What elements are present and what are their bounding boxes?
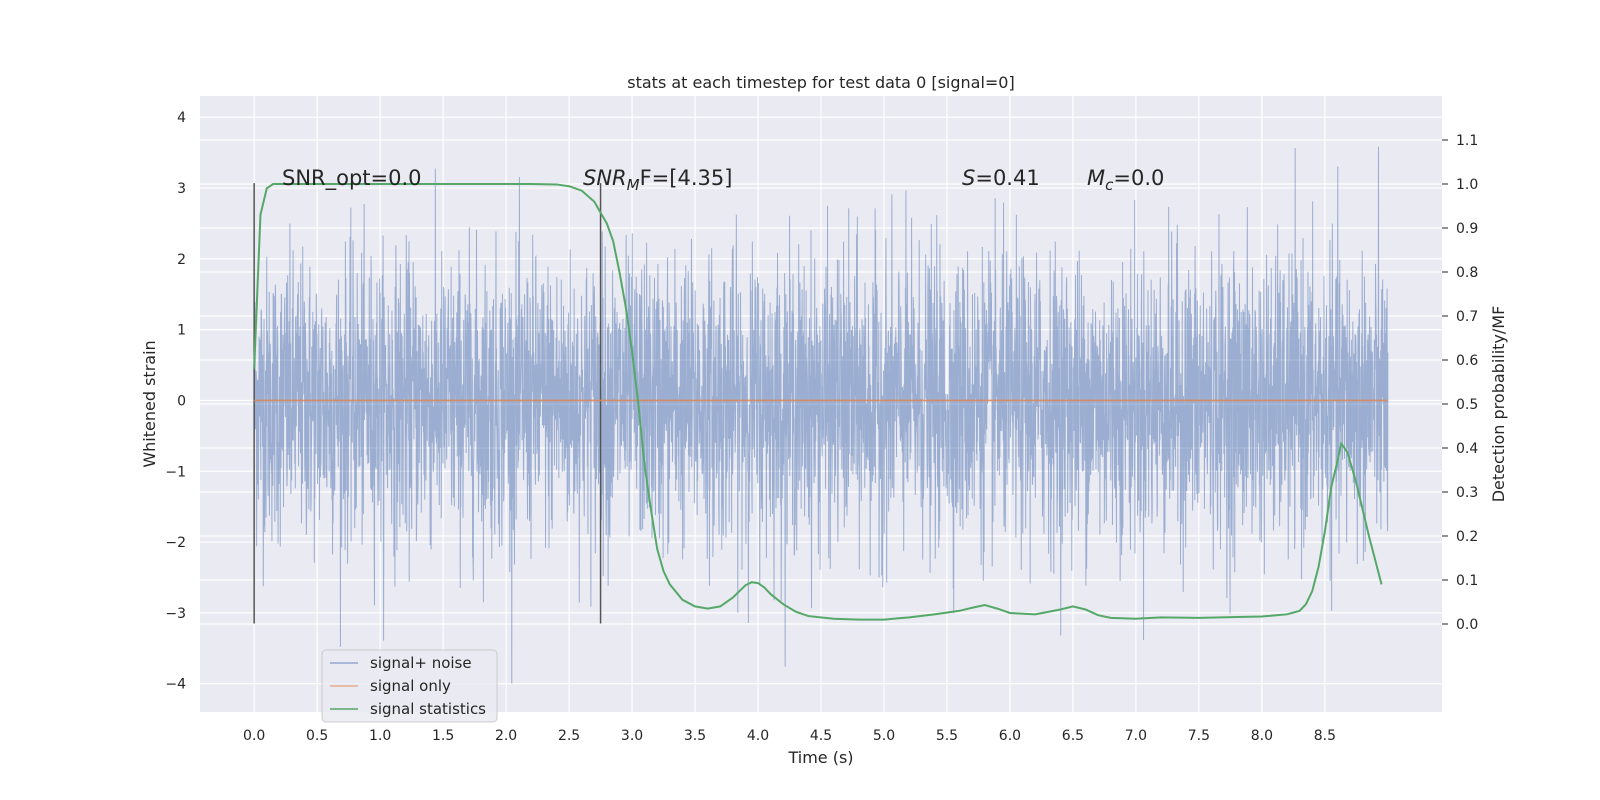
y-tick-label: 1 (177, 323, 186, 339)
y2-tick-label: 0.4 (1456, 441, 1478, 457)
y-tick-label: −1 (165, 464, 186, 480)
y-tick-label: −2 (165, 535, 186, 551)
annotation-mc: Mc=0.0 (1087, 166, 1164, 194)
legend-label-stats: signal statistics (370, 700, 486, 718)
annotation-snr-mf-tail: F=[4.35] (640, 166, 733, 190)
x-tick-label: 6.0 (999, 728, 1021, 744)
marker-lines (253, 183, 602, 624)
y-tick-label: 0 (177, 393, 186, 409)
x-tick-label: 7.5 (1188, 728, 1210, 744)
y2-axis-label: Detection probability/MF (1489, 306, 1508, 503)
y2-tick-label: 0.6 (1456, 353, 1478, 369)
y2-tick-label: 0.5 (1456, 397, 1478, 413)
x-tick-label: 7.0 (1125, 728, 1147, 744)
y2-tick-label: 0.2 (1456, 529, 1478, 545)
y2-tick-label: 0.8 (1456, 265, 1478, 281)
chart-title: stats at each timestep for test data 0 [… (627, 73, 1014, 92)
data-lines (253, 183, 1388, 621)
annotation-snr-opt: SNR_opt=0.0 (282, 166, 422, 191)
x-axis-label: Time (s) (787, 748, 853, 767)
x-tick-label: 0.0 (243, 728, 265, 744)
annotation-mc-sub: c (1105, 176, 1114, 194)
legend-box (321, 649, 498, 723)
y-tick-label: 3 (177, 181, 186, 197)
y2-tick-label: 0.1 (1456, 573, 1478, 589)
signal-noise-line (253, 146, 1389, 684)
y-axis-label: Whitened strain (140, 340, 159, 467)
x-tick-label: 3.0 (621, 728, 643, 744)
x-tick-label: 2.5 (558, 728, 580, 744)
y2-tick-label: 0.3 (1456, 485, 1478, 501)
y2-tick-label: 1.1 (1456, 133, 1478, 149)
x-tick-label: 4.5 (810, 728, 832, 744)
x-tick-label: 2.0 (495, 728, 517, 744)
annotation-mc-tail: =0.0 (1113, 166, 1164, 190)
y-tick-label: 2 (177, 252, 186, 268)
x-tick-label: 6.5 (1062, 728, 1084, 744)
annotation-s-tail: =0.41 (975, 166, 1039, 190)
annotation-snr-mf-main: SNR (583, 166, 627, 190)
x-tick-label: 8.5 (1314, 728, 1336, 744)
x-tick-label: 5.5 (936, 728, 958, 744)
x-tick-label: 4.0 (747, 728, 769, 744)
y2-tick-label: 1.0 (1456, 177, 1478, 193)
legend-label-noise: signal+ noise (370, 654, 472, 672)
x-tick-label: 8.0 (1251, 728, 1273, 744)
legend-label-signal: signal only (370, 677, 451, 695)
x-tick-label: 0.5 (306, 728, 328, 744)
x-tick-label: 1.0 (369, 728, 391, 744)
tick-labels: 0.0 0.5 1.0 1.5 2.0 2.5 3.0 3.5 4.0 4.5 5.0 5.5 6.0 6… (165, 110, 1478, 744)
y2-tick-label: 0.7 (1456, 309, 1478, 325)
x-tick-label: 5.0 (873, 728, 895, 744)
y-tick-label: −3 (165, 606, 186, 622)
annotation-snr-mf-sub: M (627, 176, 640, 194)
signal-noise-series (253, 146, 1389, 684)
annotation-s-main: S (962, 166, 975, 190)
x-tick-label: 3.5 (684, 728, 706, 744)
y-tick-label: −4 (165, 677, 186, 693)
annotation-s: S=0.41 (962, 166, 1040, 190)
y2-tick-label: 0.0 (1456, 617, 1478, 633)
legend: signal+ noise signal only signal statist… (321, 649, 498, 723)
y2-tick-label: 0.9 (1456, 221, 1478, 237)
y-tick-label: 4 (177, 110, 186, 126)
annotation-snr-mf: SNRMF=[4.35] (583, 166, 732, 194)
x-tick-label: 1.5 (432, 728, 454, 744)
signal-statistics-line (253, 183, 1383, 621)
annotation-mc-main: M (1087, 166, 1105, 190)
